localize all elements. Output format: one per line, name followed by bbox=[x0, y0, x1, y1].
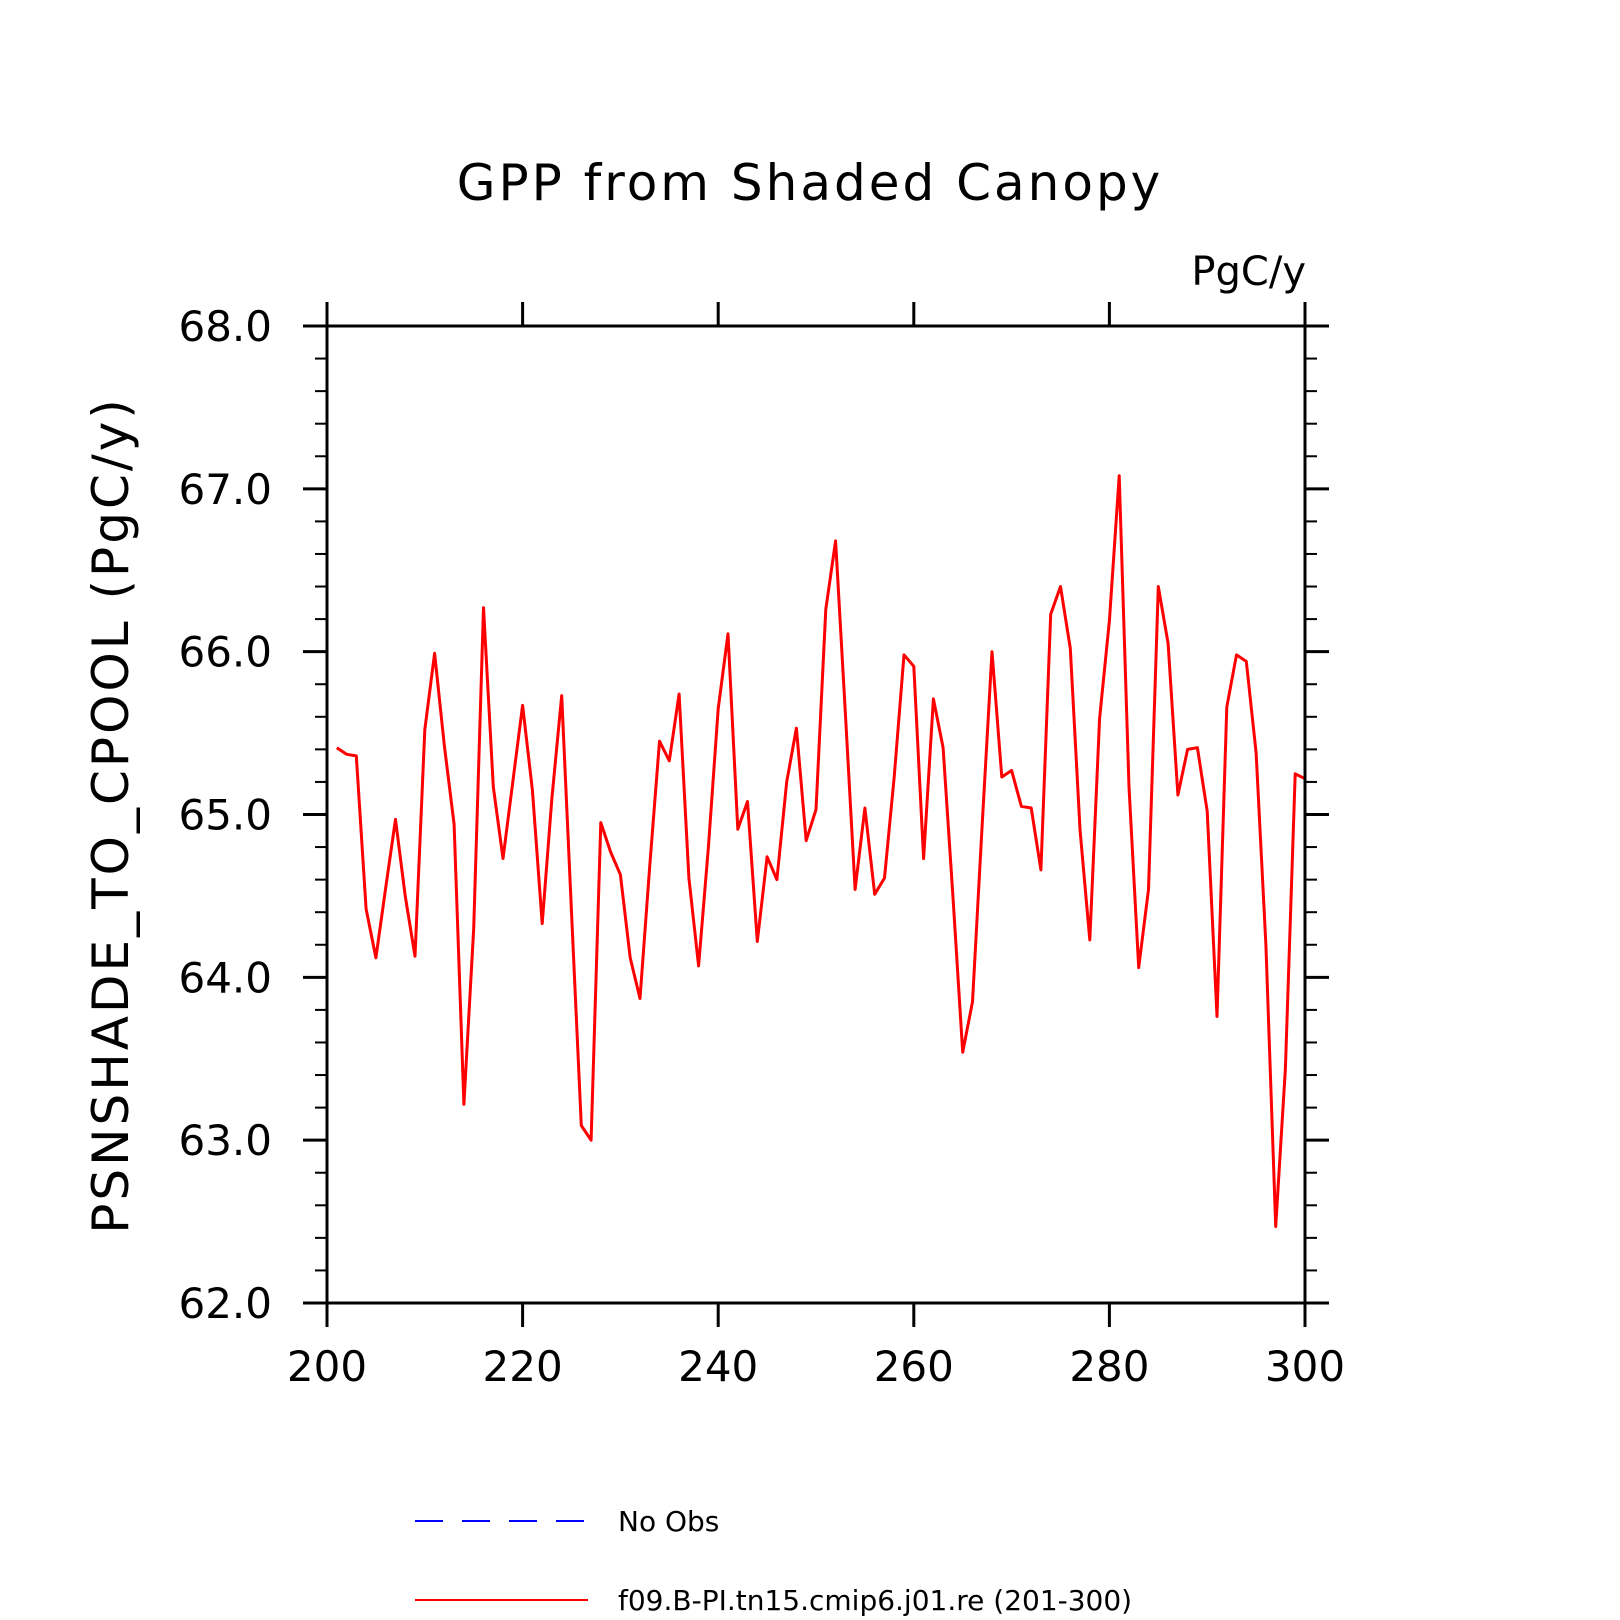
x-tick-label: 280 bbox=[1069, 1342, 1149, 1391]
x-tick-label: 240 bbox=[678, 1342, 758, 1391]
legend-label-1: f09.B-PI.tn15.cmip6.j01.re (201-300) bbox=[618, 1584, 1132, 1617]
x-tick-label: 300 bbox=[1265, 1342, 1345, 1391]
y-tick-label: 63.0 bbox=[178, 1116, 272, 1165]
y-tick-label: 62.0 bbox=[178, 1279, 272, 1328]
y-tick-label: 66.0 bbox=[178, 628, 272, 677]
units-label: PgC/y bbox=[1191, 249, 1306, 295]
y-tick-label: 65.0 bbox=[178, 791, 272, 840]
y-tick-label: 67.0 bbox=[178, 465, 272, 514]
chart-title: GPP from Shaded Canopy bbox=[457, 154, 1164, 212]
x-tick-label: 220 bbox=[483, 1342, 563, 1391]
series-line-1 bbox=[335, 474, 1306, 1228]
legend-label-0: No Obs bbox=[618, 1505, 719, 1538]
x-tick-label: 260 bbox=[874, 1342, 954, 1391]
plot-series bbox=[335, 474, 1306, 1228]
axis-ticks bbox=[303, 302, 1329, 1327]
y-tick-label: 68.0 bbox=[178, 302, 272, 351]
legend: No Obs f09.B-PI.tn15.cmip6.j01.re (201-30… bbox=[415, 1505, 1132, 1617]
x-tick-label: 200 bbox=[287, 1342, 367, 1391]
axis-tick-labels: 200 220 240 260 280 300 62.0 63.0 64.0 65.0 66.0 67… bbox=[178, 302, 1345, 1391]
plot-frame bbox=[325, 324, 1307, 1305]
y-tick-label: 64.0 bbox=[178, 953, 272, 1002]
y-axis-label: PSNSHADE_TO_CPOOL (PgC/y) bbox=[82, 396, 140, 1234]
